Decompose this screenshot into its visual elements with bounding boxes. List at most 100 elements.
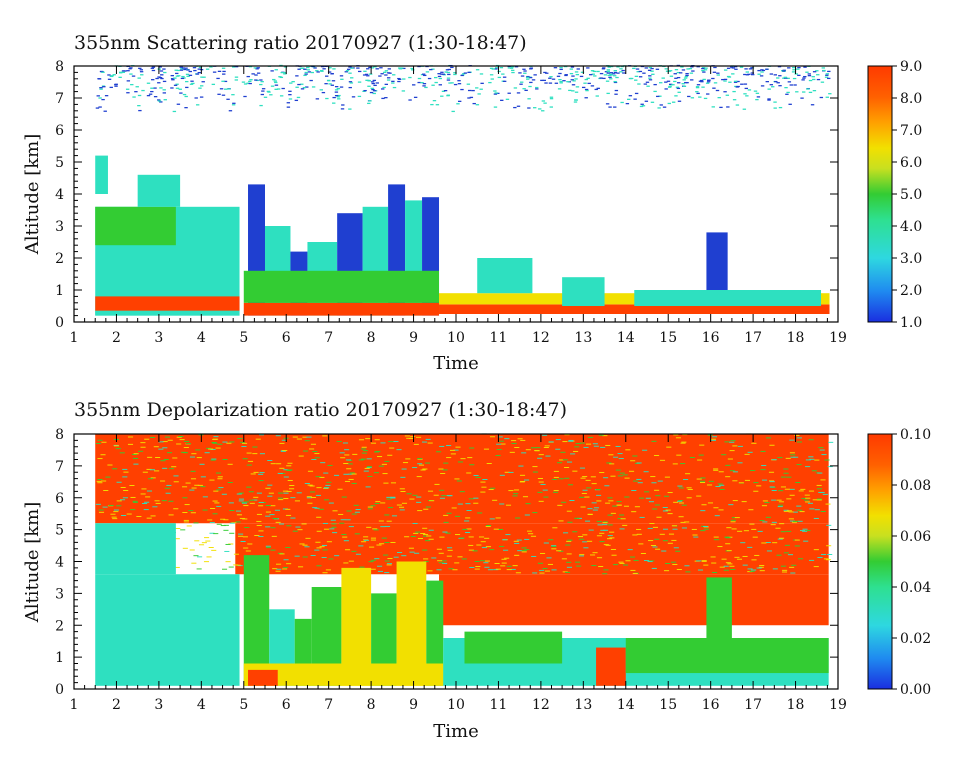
noise-speck <box>147 478 154 480</box>
noise-speck <box>355 509 361 511</box>
noise-speck <box>413 96 418 99</box>
noise-speck <box>328 502 334 504</box>
noise-speck <box>114 85 118 87</box>
noise-speck <box>378 465 384 467</box>
noise-speck <box>816 484 822 486</box>
noise-speck <box>409 498 415 500</box>
noise-speck <box>604 485 610 487</box>
noise-speck <box>316 516 322 518</box>
noise-speck <box>639 497 645 499</box>
noise-speck <box>316 547 322 549</box>
noise-speck <box>295 526 301 528</box>
noise-speck <box>817 472 823 474</box>
noise-speck <box>576 565 582 567</box>
noise-speck <box>648 501 654 503</box>
noise-speck <box>673 80 677 83</box>
noise-speck <box>734 556 740 558</box>
noise-speck <box>814 509 820 511</box>
noise-speck <box>804 494 810 496</box>
noise-speck <box>783 468 789 470</box>
noise-speck <box>326 481 332 483</box>
noise-speck <box>647 527 653 529</box>
noise-speck <box>466 528 472 530</box>
noise-speck <box>684 521 690 523</box>
noise-speck <box>719 106 723 109</box>
noise-speck <box>759 565 765 567</box>
noise-speck <box>469 567 475 568</box>
noise-speck <box>616 72 620 74</box>
noise-speck <box>231 66 236 68</box>
noise-speck <box>497 76 502 79</box>
noise-speck <box>675 86 680 88</box>
noise-speck <box>822 493 828 495</box>
noise-speck <box>523 72 527 74</box>
noise-speck <box>194 97 198 99</box>
noise-speck <box>172 110 177 113</box>
noise-speck <box>188 74 193 76</box>
noise-speck <box>322 522 328 524</box>
noise-speck <box>581 86 586 89</box>
noise-speck <box>366 467 372 469</box>
noise-speck <box>593 75 597 77</box>
noise-speck <box>378 75 382 77</box>
noise-speck <box>583 547 589 549</box>
noise-speck <box>362 450 369 452</box>
noise-speck <box>791 521 798 523</box>
noise-speck <box>551 569 557 571</box>
noise-speck <box>797 509 803 511</box>
noise-speck <box>817 557 823 558</box>
noise-speck <box>222 459 228 460</box>
noise-speck <box>805 466 811 468</box>
noise-speck <box>211 442 217 443</box>
noise-speck <box>287 462 293 464</box>
noise-speck <box>120 487 126 488</box>
noise-speck <box>280 450 286 452</box>
noise-speck <box>764 502 770 504</box>
noise-speck <box>238 500 244 502</box>
noise-speck <box>555 448 561 450</box>
noise-speck <box>731 528 737 530</box>
noise-speck <box>564 74 568 77</box>
noise-speck <box>97 479 103 480</box>
noise-speck <box>228 502 234 504</box>
noise-speck <box>446 79 451 81</box>
noise-speck <box>497 436 503 438</box>
noise-speck <box>816 78 821 81</box>
noise-speck <box>450 453 456 455</box>
noise-speck <box>404 536 410 538</box>
noise-speck <box>732 471 738 473</box>
noise-speck <box>278 76 282 78</box>
noise-speck <box>248 66 253 68</box>
noise-speck <box>551 548 557 550</box>
noise-speck <box>639 516 645 518</box>
noise-speck <box>798 490 804 492</box>
noise-speck <box>324 75 329 77</box>
noise-speck <box>289 485 295 486</box>
noise-speck <box>95 443 101 444</box>
noise-speck <box>548 441 554 443</box>
noise-speck <box>334 89 339 91</box>
noise-speck <box>770 524 776 526</box>
noise-speck <box>267 460 273 462</box>
noise-speck <box>823 558 829 560</box>
noise-speck <box>538 108 542 110</box>
noise-speck <box>640 553 646 554</box>
y-tick-label: 0 <box>55 682 64 698</box>
noise-speck <box>157 82 161 84</box>
noise-speck <box>142 471 148 473</box>
noise-speck <box>752 536 758 538</box>
noise-speck <box>256 67 260 69</box>
noise-speck <box>556 550 562 552</box>
noise-speck <box>807 502 814 504</box>
noise-speck <box>574 78 578 80</box>
noise-speck <box>466 510 472 511</box>
x-tick-label: 16 <box>702 697 720 713</box>
noise-speck <box>553 490 559 492</box>
noise-speck <box>258 530 264 532</box>
noise-speck <box>760 71 764 73</box>
noise-speck <box>655 495 661 497</box>
noise-speck <box>824 459 830 461</box>
noise-speck <box>310 71 314 74</box>
noise-speck <box>768 471 775 473</box>
noise-speck <box>112 518 118 520</box>
